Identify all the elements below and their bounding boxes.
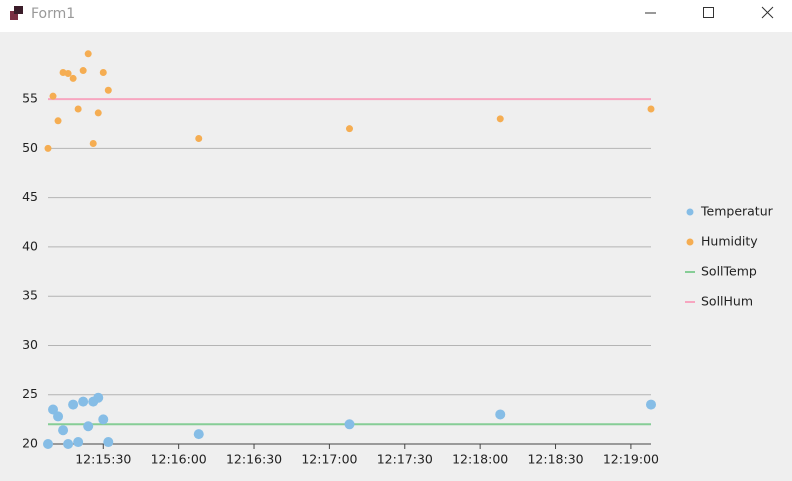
data-point xyxy=(193,429,204,440)
legend-swatch xyxy=(686,208,694,216)
data-point xyxy=(496,115,504,123)
data-point xyxy=(647,105,655,113)
x-tick-label: 12:16:00 xyxy=(151,452,207,467)
legend-label: SollTemp xyxy=(701,264,757,279)
data-point xyxy=(49,92,57,100)
data-point xyxy=(54,117,62,125)
data-point xyxy=(98,414,109,425)
data-point xyxy=(69,74,77,82)
data-point xyxy=(346,125,353,133)
maximize-button[interactable] xyxy=(703,7,714,18)
data-point xyxy=(68,399,79,410)
legend-label: Humidity xyxy=(701,234,758,249)
data-point xyxy=(64,70,72,78)
data-point xyxy=(83,421,94,432)
data-point xyxy=(48,404,59,415)
x-tick-label: 12:17:30 xyxy=(377,452,433,467)
y-tick-label: 30 xyxy=(22,337,38,352)
x-tick-label: 12:18:00 xyxy=(452,452,508,467)
data-point xyxy=(646,399,656,410)
data-point xyxy=(344,419,355,430)
data-point xyxy=(79,67,87,75)
data-point xyxy=(495,409,506,420)
app-icon xyxy=(10,11,18,20)
y-tick-label: 25 xyxy=(22,386,38,401)
data-point xyxy=(73,437,84,448)
data-point xyxy=(104,86,112,94)
x-tick-label: 12:17:00 xyxy=(301,452,357,467)
y-tick-label: 50 xyxy=(22,140,38,155)
y-tick-label: 45 xyxy=(22,189,38,204)
title-bar: Form1 xyxy=(0,0,792,32)
x-tick-label: 12:15:30 xyxy=(75,452,131,467)
data-point xyxy=(74,105,82,113)
data-point xyxy=(53,411,64,422)
data-point xyxy=(44,144,52,152)
data-point xyxy=(93,392,104,403)
data-point xyxy=(58,425,69,436)
app-icon xyxy=(14,6,23,14)
data-point xyxy=(99,69,107,77)
y-tick-label: 40 xyxy=(22,238,38,253)
y-tick-label: 55 xyxy=(22,91,38,106)
legend-label: SollHum xyxy=(701,294,753,309)
data-point xyxy=(94,109,102,117)
data-point xyxy=(43,439,53,449)
data-point xyxy=(103,437,114,448)
data-point xyxy=(195,135,203,143)
close-button[interactable] xyxy=(761,6,774,19)
x-tick-label: 12:19:00 xyxy=(603,452,659,467)
y-tick-label: 20 xyxy=(22,436,38,451)
x-tick-label: 12:16:30 xyxy=(226,452,282,467)
data-point xyxy=(63,439,74,449)
window-title: Form1 xyxy=(31,6,76,22)
data-point xyxy=(89,139,97,147)
legend-label: Temperatur xyxy=(700,204,774,219)
y-tick-label: 35 xyxy=(22,288,38,303)
title-bar-icons xyxy=(10,6,774,20)
legend-swatch xyxy=(686,238,694,246)
data-point xyxy=(78,396,89,407)
data-point xyxy=(84,50,92,58)
x-tick-label: 12:18:30 xyxy=(527,452,583,467)
